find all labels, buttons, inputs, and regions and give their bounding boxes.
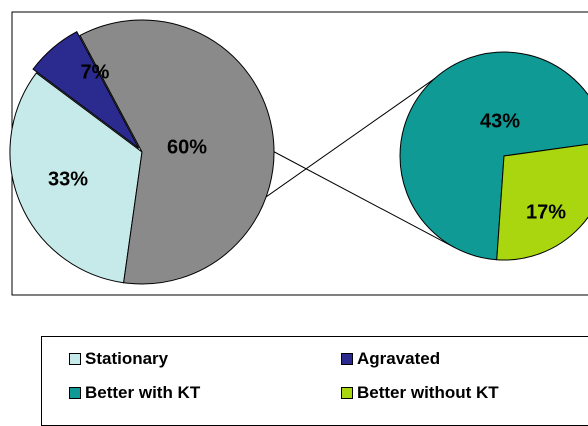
- legend-swatch-better-without-kt: [341, 387, 353, 399]
- breakdown-pie: [399, 51, 588, 261]
- main-pie-slice-agravated: [32, 30, 140, 149]
- data-labels: 33% 7% 60% 43% 17%: [48, 61, 566, 223]
- legend-label-better-without-kt: Better without KT: [357, 383, 499, 402]
- legend: Stationary Agravated Better with KT Bett…: [41, 336, 588, 426]
- legend-item-agravated: Agravated: [341, 349, 440, 369]
- main-pie-slice-better: [79, 19, 275, 285]
- legend-item-better-with-kt: Better with KT: [69, 383, 200, 403]
- breakdown-pie-slice-better-with-kt: [399, 51, 588, 261]
- legend-swatch-agravated: [341, 353, 353, 365]
- legend-item-stationary: Stationary: [69, 349, 168, 369]
- breakdown-pie-label-better-with-kt: 43%: [480, 110, 520, 132]
- main-pie-label-better: 60%: [167, 136, 207, 158]
- legend-item-better-without-kt: Better without KT: [341, 383, 499, 403]
- legend-label-better-with-kt: Better with KT: [85, 383, 201, 402]
- legend-swatch-stationary: [69, 353, 81, 365]
- main-pie-label-stationary: 33%: [48, 168, 88, 190]
- main-pie-slice-stationary: [9, 72, 143, 284]
- breakdown-pie-slice-better-without-kt: [496, 143, 588, 261]
- legend-label-stationary: Stationary: [85, 349, 169, 368]
- pie-of-pie-chart: 33% 7% 60% 43% 17%: [9, 11, 588, 296]
- main-pie: [9, 19, 275, 285]
- legend-swatch-better-with-kt: [69, 387, 81, 399]
- legend-label-agravated: Agravated: [357, 349, 441, 368]
- main-pie-label-agravated: 7%: [81, 61, 110, 83]
- breakdown-pie-label-better-without-kt: 17%: [526, 201, 566, 223]
